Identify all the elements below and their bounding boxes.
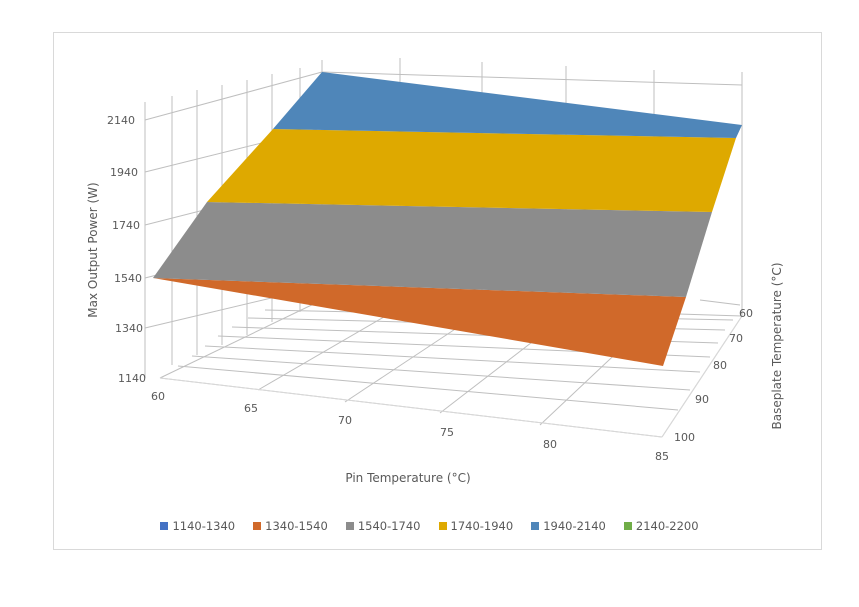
band-1540-1740: [153, 202, 712, 297]
surface: [153, 72, 742, 366]
legend-item: 2140-2200: [623, 519, 699, 533]
svg-text:1740: 1740: [112, 219, 140, 232]
legend-item: 1540-1740: [345, 519, 421, 533]
svg-text:80: 80: [713, 359, 727, 372]
svg-text:75: 75: [440, 426, 454, 439]
svg-text:70: 70: [338, 414, 352, 427]
svg-text:65: 65: [244, 402, 258, 415]
legend-swatch-icon: [253, 522, 262, 530]
y-axis-title: Max Output Power (W): [86, 182, 100, 317]
svg-text:1940: 1940: [110, 166, 138, 179]
svg-text:80: 80: [543, 438, 557, 451]
legend-item: 1140-1340: [160, 519, 235, 533]
svg-text:1140: 1140: [118, 372, 146, 385]
svg-text:60: 60: [151, 390, 165, 403]
svg-text:2140: 2140: [107, 114, 135, 127]
x-axis-ticks: 60 65 70 75 80 85: [151, 390, 669, 463]
svg-text:1340: 1340: [115, 322, 143, 335]
legend-item: 1940-2140: [531, 519, 606, 533]
legend-item: 1340-1540: [253, 519, 328, 533]
legend-item: 1740-1940: [438, 519, 513, 533]
svg-text:85: 85: [655, 450, 669, 463]
depth-axis-ticks: 60 70 80 90 100: [674, 307, 753, 444]
legend-swatch-icon: [160, 522, 169, 530]
x-axis-title: Pin Temperature (°C): [345, 471, 470, 485]
svg-text:1540: 1540: [114, 272, 142, 285]
svg-text:100: 100: [674, 431, 695, 444]
legend-swatch-icon: [531, 522, 540, 530]
svg-text:60: 60: [739, 307, 753, 320]
band-1340-1540: [153, 278, 686, 366]
y-axis-ticks: 2140 1940 1740 1540 1340 1140: [107, 114, 146, 385]
depth-axis-title: Baseplate Temperature (°C): [770, 263, 784, 430]
band-1740-1940: [207, 129, 736, 212]
svg-text:70: 70: [729, 332, 743, 345]
band-1940-2140: [273, 72, 742, 138]
svg-text:90: 90: [695, 393, 709, 406]
legend-swatch-icon: [623, 522, 632, 530]
legend: 1140-1340 1340-1540 1540-1740 1740-1940 …: [0, 519, 859, 533]
legend-swatch-icon: [345, 522, 354, 530]
legend-swatch-icon: [438, 522, 447, 530]
